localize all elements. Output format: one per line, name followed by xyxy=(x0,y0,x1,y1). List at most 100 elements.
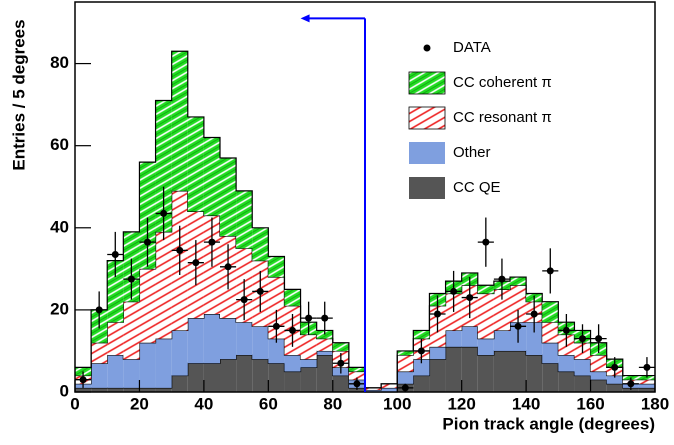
histogram-bar xyxy=(187,363,204,392)
histogram-bar xyxy=(638,383,655,388)
histogram-bar xyxy=(316,355,333,392)
histogram-bar xyxy=(155,387,172,392)
histogram-bar xyxy=(187,318,204,364)
histogram-bar xyxy=(365,389,382,392)
histogram-bar xyxy=(284,355,301,372)
histogram-bar xyxy=(236,190,253,249)
histogram-bar xyxy=(429,359,446,392)
histogram-bar xyxy=(413,330,430,339)
legend-label: CC QE xyxy=(453,179,501,196)
histogram-bar xyxy=(558,371,575,392)
histogram-bar xyxy=(236,355,253,392)
data-point xyxy=(111,250,119,258)
data-point xyxy=(482,238,490,246)
x-axis-label: Pion track angle (degrees) xyxy=(442,414,655,433)
data-point xyxy=(289,326,296,334)
x-tick-label: 20 xyxy=(130,394,149,413)
data-point xyxy=(144,238,151,246)
histogram-bar xyxy=(477,293,494,339)
histogram-bar xyxy=(107,322,124,356)
histogram-bar xyxy=(365,387,382,390)
histogram-bar xyxy=(155,338,172,388)
histogram-bar xyxy=(139,342,156,388)
histogram-bar xyxy=(203,314,220,364)
histogram-bar xyxy=(203,363,220,392)
histogram-bar xyxy=(542,322,559,343)
histogram-bar xyxy=(220,318,237,360)
histogram-bar xyxy=(590,371,607,380)
data-point xyxy=(95,306,103,314)
histogram-bar xyxy=(574,375,591,392)
data-point xyxy=(160,209,168,217)
histogram-bar xyxy=(606,383,623,392)
histogram-bar xyxy=(429,346,446,360)
histogram-bar xyxy=(91,363,108,388)
histogram-bar xyxy=(187,116,204,212)
y-tick-label: 80 xyxy=(50,53,69,72)
histogram-bar xyxy=(493,330,510,351)
histogram-bar xyxy=(606,375,623,384)
data-point xyxy=(305,314,313,322)
data-point xyxy=(498,275,506,283)
histogram-bar xyxy=(171,51,188,191)
histogram-bar xyxy=(220,158,237,236)
histogram-bar xyxy=(91,387,108,392)
histogram-bar xyxy=(590,379,607,392)
x-tick-label: 60 xyxy=(259,394,278,413)
histogram-bar xyxy=(139,268,156,343)
histogram-bar xyxy=(574,359,591,376)
x-tick-label: 160 xyxy=(576,394,604,413)
y-tick-label: 40 xyxy=(50,217,69,236)
data-point xyxy=(337,359,345,367)
histogram-bar xyxy=(510,350,527,392)
histogram-bar xyxy=(268,277,285,339)
data-point xyxy=(579,335,586,343)
histogram-bar xyxy=(348,367,365,372)
y-tick-label: 20 xyxy=(50,299,69,318)
histogram-bar xyxy=(542,342,559,364)
data-point xyxy=(627,380,635,388)
histogram-bar xyxy=(107,387,124,392)
histogram-bar xyxy=(268,256,285,278)
histogram-bar xyxy=(316,338,333,351)
x-tick-label: 120 xyxy=(447,394,475,413)
histogram-bar xyxy=(542,363,559,392)
histogram-bar xyxy=(268,338,285,364)
histogram-bar xyxy=(445,346,462,392)
legend-swatch xyxy=(409,177,445,199)
histogram-bar xyxy=(381,383,398,388)
histogram-bar xyxy=(510,285,527,323)
data-point xyxy=(192,259,200,267)
histogram-bar xyxy=(526,322,543,356)
data-point xyxy=(208,238,216,246)
histogram-bar xyxy=(638,379,655,384)
legend-swatch xyxy=(409,142,445,164)
histogram-bar xyxy=(397,355,414,372)
x-tick-label: 40 xyxy=(194,394,213,413)
histogram-bar xyxy=(300,334,317,360)
legend-swatch xyxy=(408,71,446,95)
histogram-bar xyxy=(171,330,188,376)
histogram-bar xyxy=(638,387,655,392)
legend-label: CC coherent π xyxy=(453,74,552,91)
histogram-bar xyxy=(75,387,92,392)
data-point xyxy=(272,322,280,330)
histogram-bar xyxy=(252,359,269,392)
x-tick-label: 100 xyxy=(383,394,411,413)
data-point xyxy=(79,376,87,384)
data-point xyxy=(546,267,554,275)
histogram-bar xyxy=(139,387,156,392)
data-point xyxy=(514,322,522,330)
histogram-bar xyxy=(477,355,494,392)
histogram-bar xyxy=(123,301,140,360)
histogram-bar xyxy=(493,289,510,331)
histogram-bar xyxy=(590,355,607,372)
data-point xyxy=(401,384,409,392)
histogram-bar xyxy=(526,355,543,392)
histogram-bar xyxy=(461,346,478,392)
histogram-bar xyxy=(107,260,124,323)
histogram-bar xyxy=(413,359,430,376)
histogram-bar xyxy=(252,326,269,360)
histogram-bar xyxy=(558,355,575,372)
